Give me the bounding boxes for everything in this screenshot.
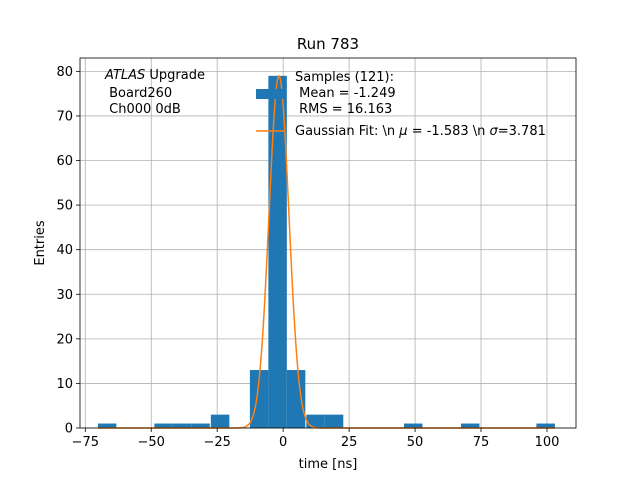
y-tick-label: 50: [56, 199, 73, 214]
histogram-bar: [403, 423, 423, 428]
y-tick-label: 0: [65, 422, 73, 437]
histogram-bar: [154, 423, 173, 428]
x-tick-label: 100: [535, 435, 560, 450]
x-tick-label: 0: [279, 435, 287, 450]
annotation-line-3: Ch000 0dB: [105, 102, 181, 117]
histogram-bar: [191, 423, 210, 428]
legend-fit-middle: = -1.583 \n: [408, 124, 490, 139]
legend-hist-swatch: [256, 89, 284, 99]
legend-fit-prefix: Gaussian Fit: \n: [295, 124, 399, 139]
histogram-bar: [536, 423, 555, 428]
legend: Samples (121): Mean = -1.249 RMS = 16.16…: [256, 70, 546, 139]
y-tick-label: 10: [56, 377, 73, 392]
legend-hist-line-1: Samples (121):: [295, 70, 394, 85]
y-tick-label: 60: [56, 154, 73, 169]
annotation-line-1: ATLAS Upgrade: [104, 68, 205, 83]
x-tick-label: 25: [341, 435, 358, 450]
y-axis-label: Entries: [33, 220, 48, 266]
legend-hist-line-3: RMS = 16.163: [295, 102, 392, 117]
legend-fit-mu: μ: [398, 124, 407, 139]
x-tick-label: −75: [72, 435, 99, 450]
atlas-annotation: ATLAS Upgrade Board260 Ch000 0dB: [104, 68, 205, 117]
histogram-bar: [268, 75, 287, 428]
x-tick-label: 50: [407, 435, 424, 450]
histogram-bar: [172, 423, 192, 428]
histogram-bar: [306, 414, 325, 428]
histogram-bars: [97, 75, 555, 428]
histogram-bar: [324, 414, 344, 428]
legend-fit-suffix: =3.781: [498, 124, 546, 139]
annotation-atlas-italic: ATLAS: [104, 68, 145, 83]
y-tick-label: 70: [56, 109, 73, 124]
x-tick-label: −50: [138, 435, 165, 450]
y-axis-ticks: 0 10 20 30 40 50 60 70 80: [56, 65, 80, 437]
annotation-line-2: Board260: [105, 86, 172, 101]
legend-fit-sigma: σ: [490, 124, 499, 139]
chart-title: Run 783: [297, 35, 359, 53]
x-axis-label: time [ns]: [299, 457, 358, 472]
x-axis-ticks: −75 −50 −25 0 25 50 75 100: [72, 428, 560, 450]
y-tick-label: 80: [56, 65, 73, 80]
legend-fit-label: Gaussian Fit: \n μ = -1.583 \n σ=3.781: [295, 124, 546, 139]
y-tick-label: 30: [56, 288, 73, 303]
annotation-upgrade: Upgrade: [145, 68, 205, 83]
histogram-bar: [286, 370, 306, 428]
histogram-bar: [460, 423, 480, 428]
legend-hist-line-2: Mean = -1.249: [295, 86, 396, 101]
histogram-bar: [210, 414, 230, 428]
x-tick-label: 75: [473, 435, 490, 450]
histogram-bar: [97, 423, 117, 428]
plot-frame: [79, 57, 577, 429]
y-tick-label: 40: [56, 243, 73, 258]
x-tick-label: −25: [203, 435, 230, 450]
y-tick-label: 20: [56, 332, 73, 347]
